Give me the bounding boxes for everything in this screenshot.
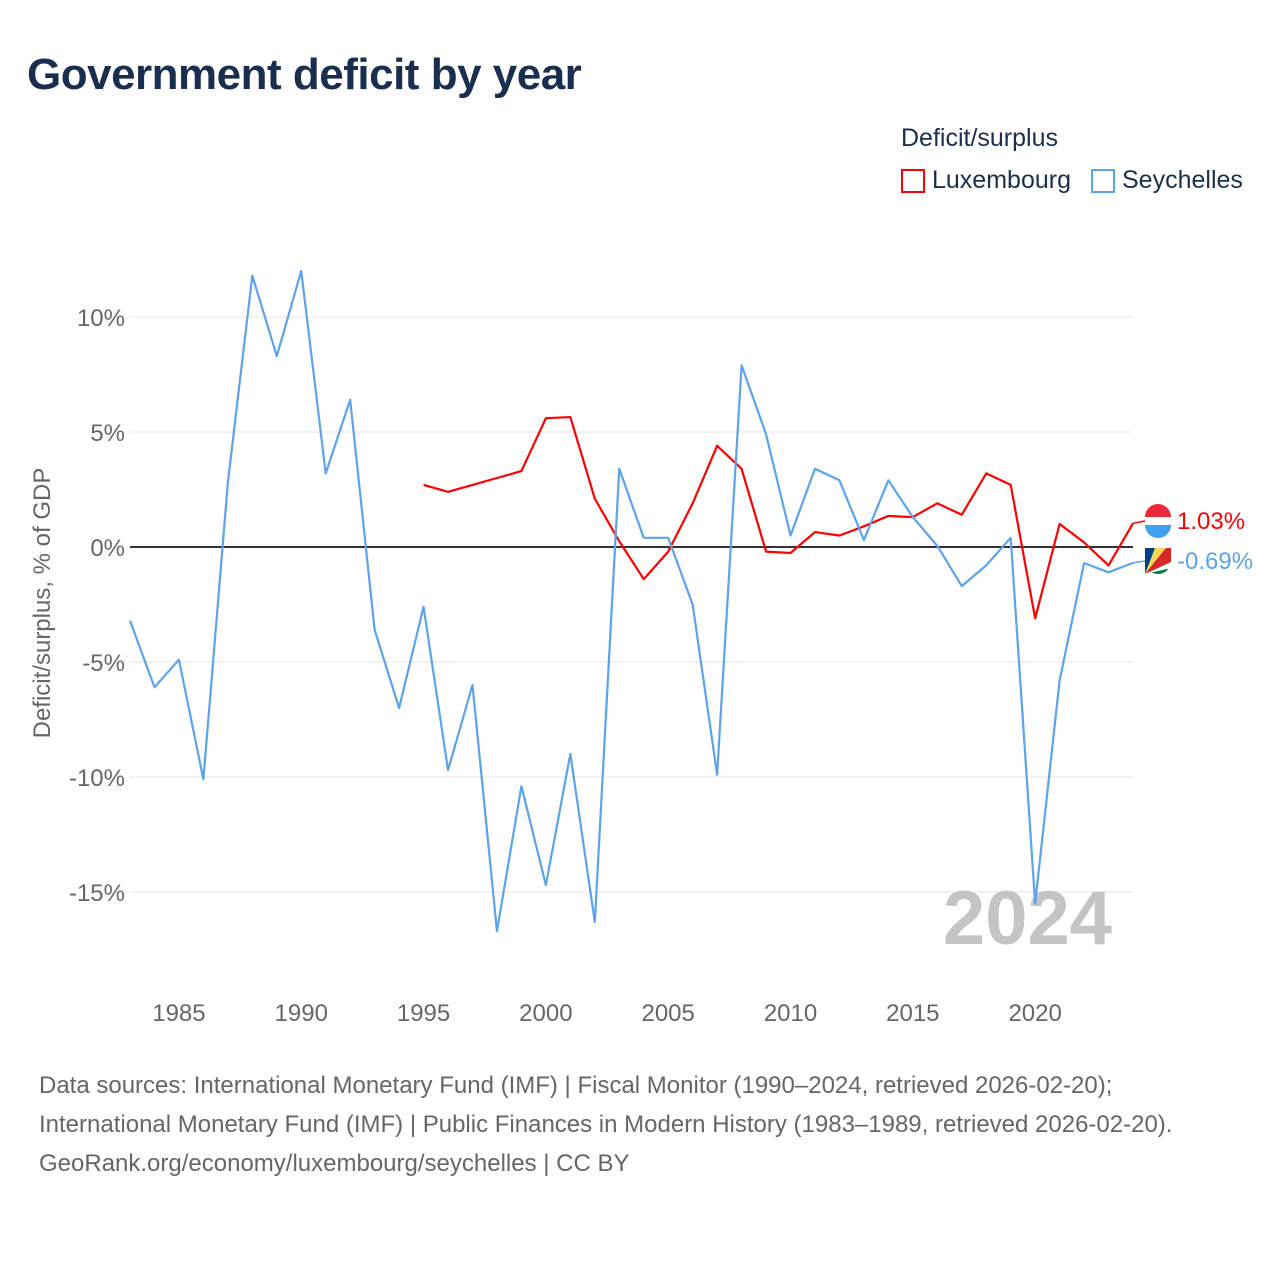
end-value-label: -0.69% <box>1177 548 1253 575</box>
legend-swatch <box>901 168 925 193</box>
x-tick-label: 1985 <box>152 1000 205 1027</box>
legend-label: Luxembourg <box>932 166 1071 194</box>
end-connector <box>1132 560 1146 564</box>
y-tick-label: 5% <box>90 420 125 447</box>
x-tick-label: 1990 <box>275 1000 328 1027</box>
y-tick-label: -5% <box>82 650 125 677</box>
x-tick-label: 1995 <box>397 1000 450 1027</box>
x-tick-label: 2005 <box>641 1000 694 1027</box>
plot-area: 10% 5% 0% -5% -10% -15% 1985 1990 1995 2000 2005 20… <box>29 269 1253 1027</box>
flag-stripe <box>1145 525 1171 538</box>
legend-label: Seychelles <box>1122 166 1243 194</box>
end-connector <box>1132 520 1146 525</box>
y-tick-label: -15% <box>69 880 125 907</box>
footer: Data sources: International Monetary Fun… <box>39 1066 1239 1183</box>
end-value-label: 1.03% <box>1177 508 1245 535</box>
x-tick-label: 2010 <box>764 1000 817 1027</box>
x-tick-label: 2015 <box>886 1000 939 1027</box>
year-watermark: 2024 <box>943 876 1112 961</box>
x-tick-label: 2000 <box>519 1000 572 1027</box>
legend-item-seychelles[interactable]: Seychelles <box>1091 166 1243 195</box>
y-tick-label: -10% <box>69 765 125 792</box>
series-line-luxembourg <box>423 415 1134 620</box>
legend-swatch <box>1091 168 1115 193</box>
x-tick-label: 2020 <box>1008 1000 1061 1027</box>
flag-ray <box>1145 548 1171 574</box>
flag-stripe <box>1145 504 1171 517</box>
legend-item-luxembourg[interactable]: Luxembourg <box>901 166 1071 195</box>
flag-ray <box>1145 562 1171 574</box>
data-sources: Data sources: International Monetary Fun… <box>39 1072 1173 1138</box>
attribution-link[interactable]: GeoRank.org/economy/luxembourg/seychelle… <box>39 1150 630 1177</box>
chart-title: Government deficit by year <box>27 50 582 99</box>
y-tick-label: 10% <box>77 305 125 332</box>
series-line-seychelles <box>128 269 1134 933</box>
y-axis-label: Deficit/surplus, % of GDP <box>29 468 56 739</box>
y-tick-label: 0% <box>90 535 125 562</box>
legend-title: Deficit/surplus <box>901 124 1058 152</box>
